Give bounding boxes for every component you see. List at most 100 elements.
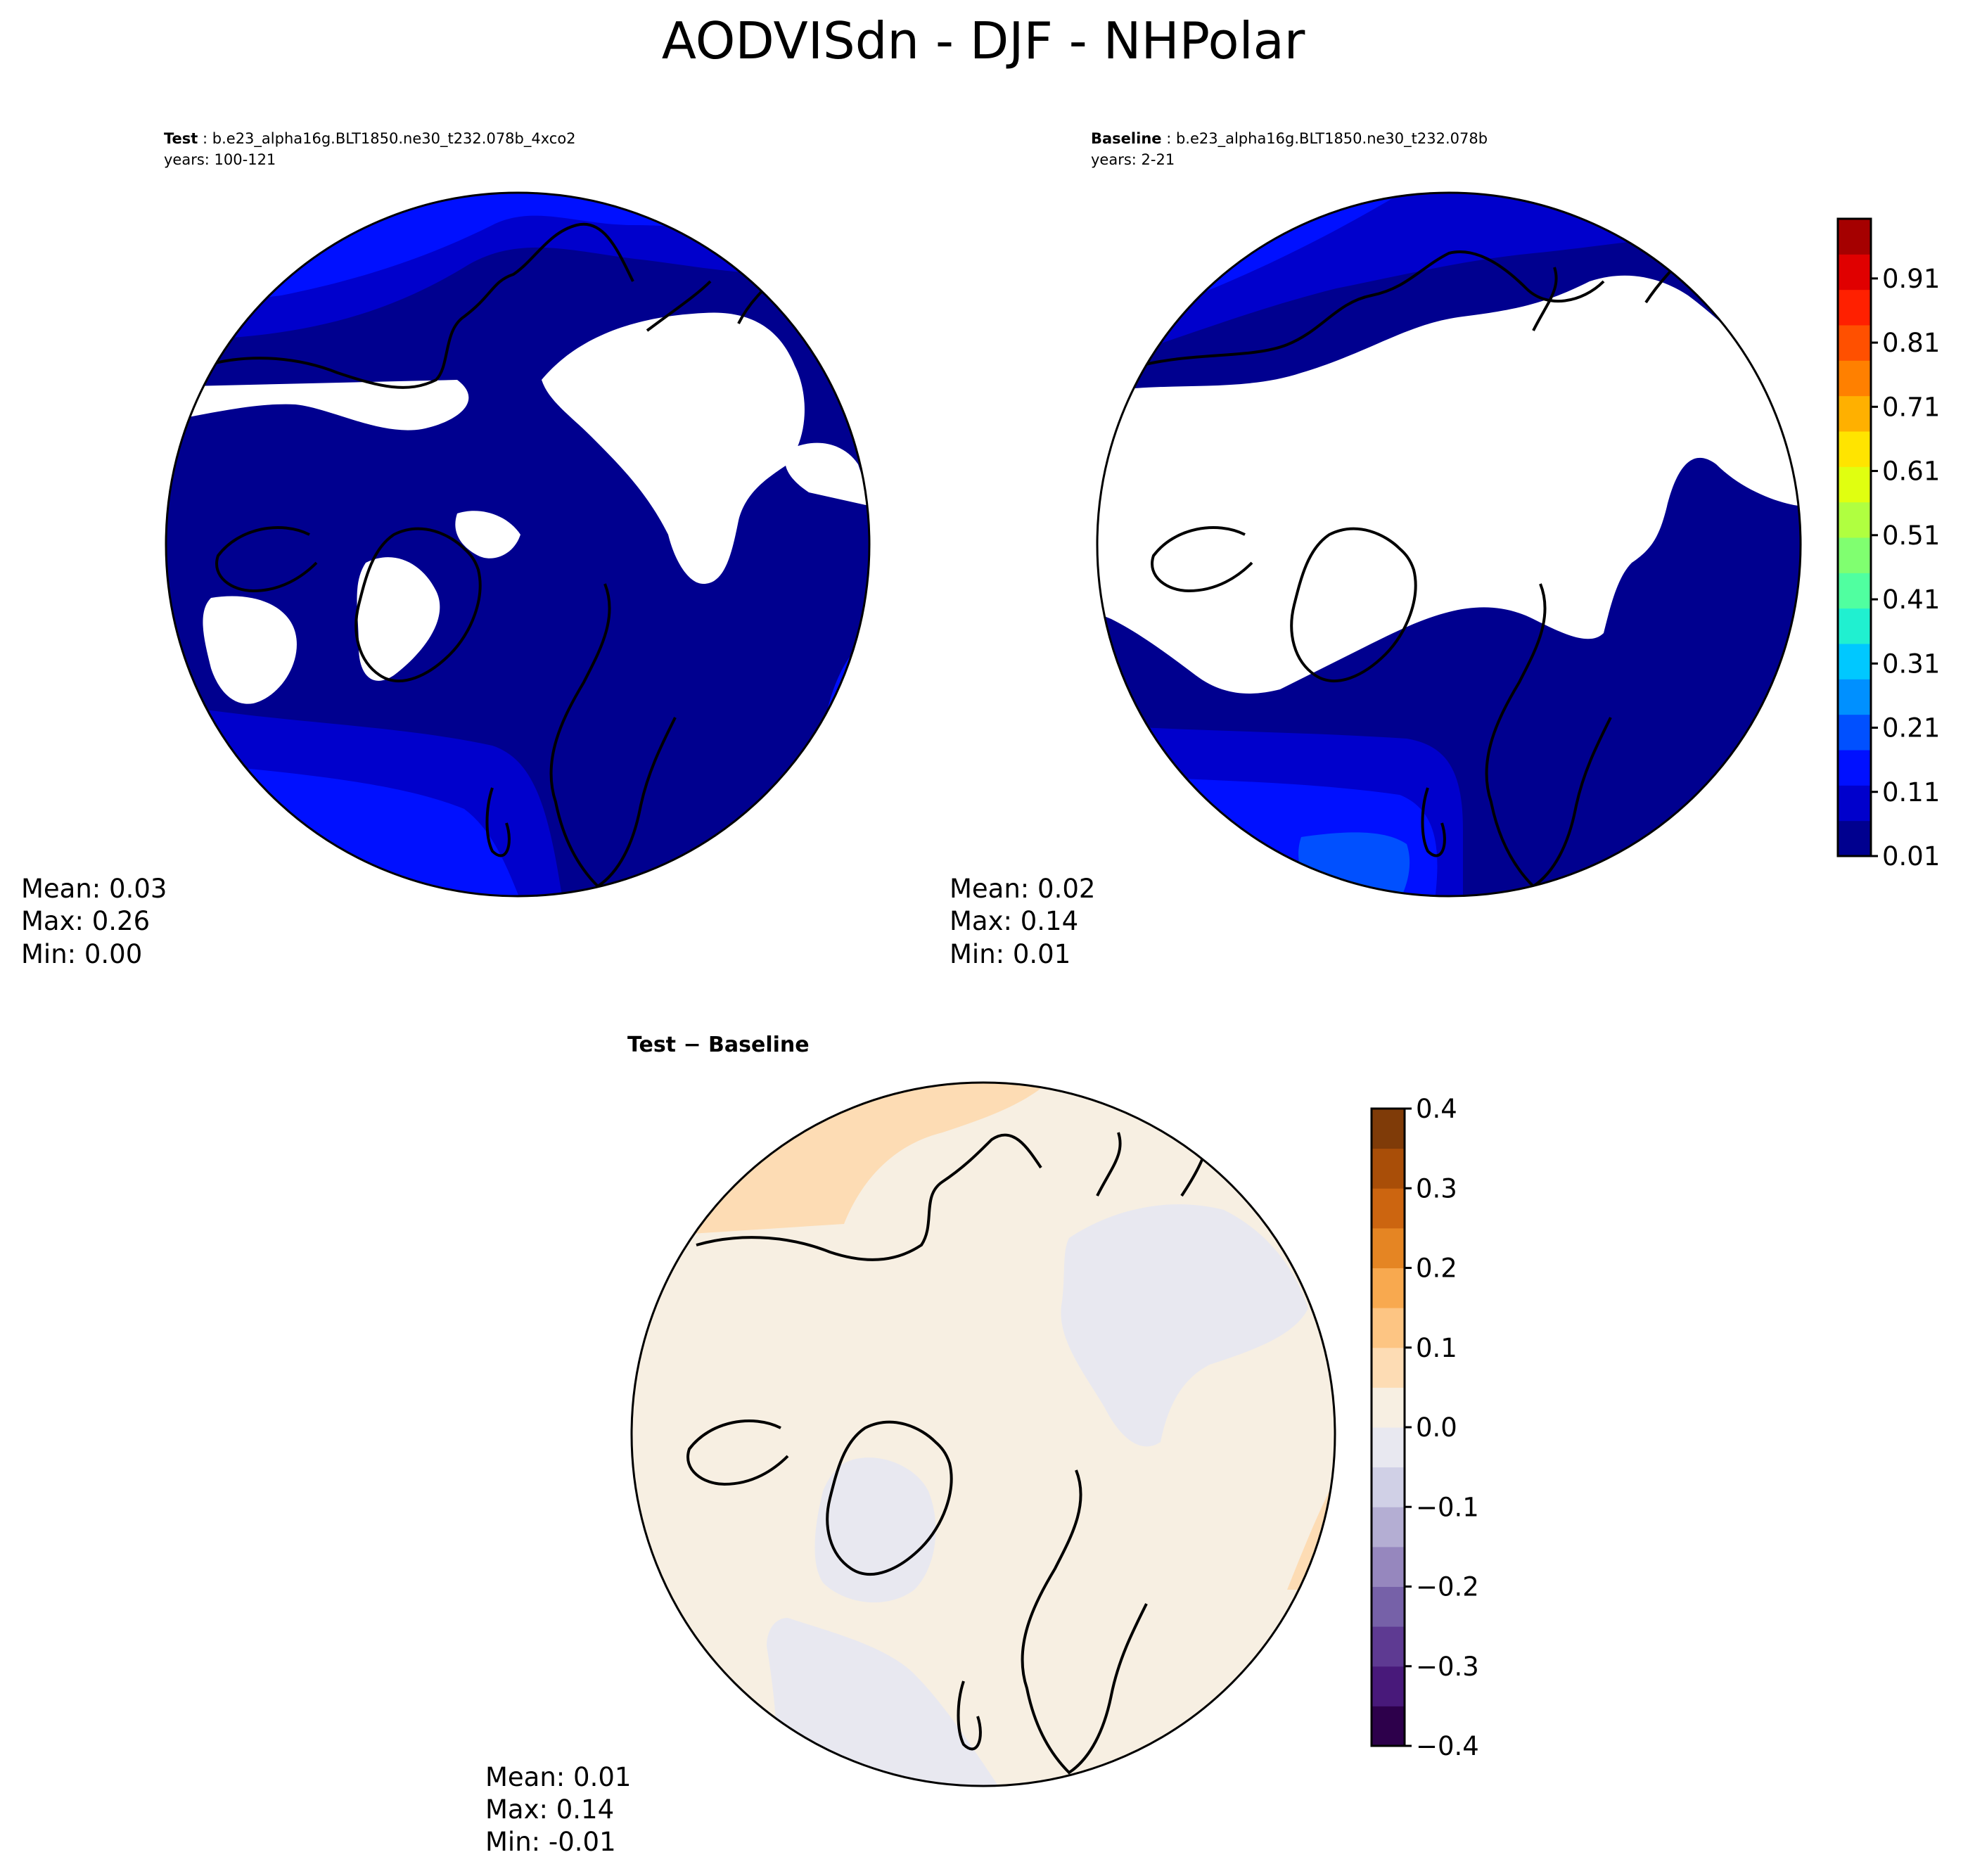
diff-map-coast-5 (957, 1680, 982, 1751)
diff-tick-label: −0.3 (1416, 1652, 1479, 1682)
main-colorbar: 0.01 0.11 0.21 0.31 0.41 0.51 0.61 0.71 0.81 0.91 (1836, 217, 1940, 872)
test-years: years: 100-121 (164, 151, 276, 168)
main-colorbar-segment (1838, 254, 1871, 291)
test-panel: Test : b.e23_alpha16g.BLT1850.ne30_t232.… (21, 130, 871, 969)
main-colorbar-segment (1838, 644, 1871, 679)
diff-tick-label: 0.2 (1416, 1253, 1457, 1284)
diff-colorbar-segment (1372, 1148, 1405, 1189)
diff-tick-label: −0.1 (1416, 1492, 1479, 1522)
diff-colorbar: 0.4 0.3 0.2 0.1 0.0 −0.1 −0.2 −0.3 −0.4 (1370, 1094, 1479, 1761)
main-colorbar-segment (1838, 679, 1871, 715)
test-map-white-1 (166, 380, 469, 430)
diff-colorbar-segment (1372, 1109, 1405, 1149)
diff-colorbar-ticks: 0.4 0.3 0.2 0.1 0.0 −0.1 −0.2 −0.3 −0.4 (1405, 1094, 1479, 1761)
diff-colorbar-segment (1372, 1387, 1405, 1428)
baseline-map-coast-2 (1290, 527, 1417, 682)
main-tick-label: 0.41 (1882, 585, 1940, 615)
main-colorbar-segment (1838, 714, 1871, 751)
baseline-map-white (1097, 275, 1801, 694)
baseline-years: years: 2-21 (1091, 151, 1175, 168)
main-tick-label: 0.31 (1882, 649, 1940, 679)
baseline-map-south-peak (1298, 832, 1410, 896)
test-map-coast-2 (354, 527, 482, 682)
test-map-border (165, 191, 871, 898)
main-colorbar-segment (1838, 608, 1871, 644)
diff-map-coast-3 (686, 1419, 789, 1486)
diff-map-coast-1 (696, 1133, 1042, 1261)
test-min: Min: 0.00 (21, 939, 142, 969)
diff-tick-label: 0.3 (1416, 1173, 1457, 1204)
main-colorbar-segments (1838, 219, 1871, 857)
diff-map-neg-patch-3 (767, 1618, 999, 1786)
diff-colorbar-segment (1372, 1268, 1405, 1308)
test-max: Max: 0.26 (21, 906, 150, 936)
diff-min: Min: -0.01 (485, 1827, 616, 1857)
test-map-coast-4 (549, 583, 677, 888)
baseline-max: Max: 0.14 (950, 906, 1078, 936)
diff-colorbar-segment (1372, 1586, 1405, 1627)
main-colorbar-segment (1838, 431, 1871, 467)
diff-tick-label: −0.4 (1416, 1731, 1479, 1761)
main-colorbar-segment (1838, 537, 1871, 573)
test-map-coast-3 (215, 526, 318, 593)
diff-map-neg-patch-2 (814, 1457, 936, 1603)
main-colorbar-segment (1838, 573, 1871, 609)
baseline-map-coast-3 (1151, 526, 1253, 593)
main-tick-label: 0.71 (1882, 392, 1940, 422)
test-label: Test (164, 130, 198, 147)
diff-colorbar-segment (1372, 1308, 1405, 1348)
diff-colorbar-segment (1372, 1427, 1405, 1468)
baseline-map-coast-5 (1421, 787, 1446, 857)
main-colorbar-segment (1838, 289, 1871, 326)
main-tick-label: 0.61 (1882, 457, 1940, 487)
diff-map-coast-4 (1021, 1469, 1148, 1775)
baseline-panel: Baseline : b.e23_alpha16g.BLT1850.ne30_t… (950, 130, 1802, 969)
main-tick-label: 0.91 (1882, 264, 1940, 294)
diff-colorbar-segment (1372, 1626, 1405, 1667)
diff-max: Max: 0.14 (485, 1794, 614, 1825)
diff-colorbar-segment (1372, 1546, 1405, 1587)
main-colorbar-segment (1838, 360, 1871, 397)
test-map-white-3 (785, 442, 869, 506)
figure-title: AODVISdn - DJF - NHPolar (662, 11, 1305, 70)
diff-tick-label: 0.0 (1416, 1412, 1457, 1443)
diff-colorbar-segments (1372, 1109, 1405, 1747)
diff-panel: Test − Baseline Mean: 0.01 Max: 0.14 Min… (485, 1033, 1336, 1857)
diff-tick-label: 0.4 (1416, 1094, 1457, 1124)
baseline-min: Min: 0.01 (950, 939, 1070, 969)
test-case-name: b.e23_alpha16g.BLT1850.ne30_t232.078b_4x… (212, 130, 576, 148)
test-map-white-2 (542, 312, 805, 584)
main-colorbar-segment (1838, 325, 1871, 361)
test-map-white-5 (203, 596, 297, 704)
main-tick-label: 0.51 (1882, 521, 1940, 551)
baseline-map-coast-1 (1139, 250, 1605, 367)
diff-tick-label: −0.2 (1416, 1572, 1479, 1602)
baseline-map-border (1096, 191, 1802, 898)
baseline-map (1097, 193, 1801, 896)
baseline-label: Baseline (1091, 130, 1162, 147)
diff-colorbar-segment (1372, 1227, 1405, 1268)
svg-text:Baseline : b.e23_alpha16g.BLT1: Baseline : b.e23_alpha16g.BLT1850.ne30_t… (1091, 130, 1488, 148)
main-tick-label: 0.21 (1882, 713, 1940, 744)
main-colorbar-ticks: 0.01 0.11 0.21 0.31 0.41 0.51 0.61 0.71 0.81 0.91 (1871, 264, 1940, 872)
baseline-mean: Mean: 0.02 (950, 874, 1095, 904)
main-colorbar-segment (1838, 820, 1871, 857)
main-colorbar-frame (1836, 217, 1872, 857)
baseline-case-name: b.e23_alpha16g.BLT1850.ne30_t232.078b (1176, 130, 1488, 148)
test-map-coast-1 (203, 222, 634, 389)
test-map-white-6 (455, 511, 520, 559)
main-tick-label: 0.11 (1882, 777, 1940, 808)
diff-colorbar-segment (1372, 1706, 1405, 1747)
main-colorbar-segment (1838, 785, 1871, 822)
diff-map-neg-patch-1 (1061, 1204, 1308, 1447)
test-map-white-4 (357, 557, 440, 681)
svg-text:Test : b.e23_alpha16g.BLT1850.: Test : b.e23_alpha16g.BLT1850.ne30_t232.… (164, 130, 576, 148)
main-colorbar-segment (1838, 395, 1871, 432)
main-tick-label: 0.01 (1882, 841, 1940, 872)
main-tick-label: 0.81 (1882, 328, 1940, 358)
test-mean: Mean: 0.03 (21, 874, 167, 904)
diff-mean: Mean: 0.01 (485, 1762, 631, 1792)
diff-map-coast-2 (826, 1420, 953, 1576)
diff-colorbar-segment (1372, 1188, 1405, 1229)
